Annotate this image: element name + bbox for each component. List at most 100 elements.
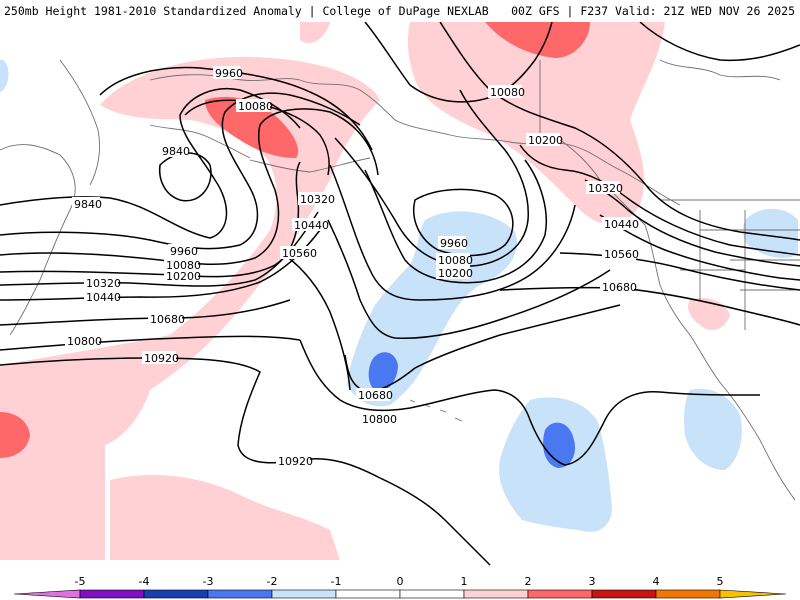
svg-text:10200: 10200 bbox=[528, 134, 563, 147]
contour-9960-alaska bbox=[99, 66, 373, 151]
svg-text:10080: 10080 bbox=[238, 100, 273, 113]
colorbar-tick: -4 bbox=[139, 575, 150, 588]
contour-label: 10080 bbox=[236, 99, 273, 113]
contour-label-group: 9960 10080 9840 9840 9960 10080 10200 10… bbox=[65, 66, 639, 468]
colorbar-swatch-pos4 bbox=[655, 589, 721, 599]
colorbar-swatch-neg5 bbox=[13, 589, 81, 599]
colorbar-swatch-pos2 bbox=[527, 589, 593, 599]
contour-10800-south bbox=[299, 339, 761, 466]
contour-10080-west bbox=[0, 108, 379, 265]
anomaly-west-edge bbox=[0, 59, 9, 92]
aleutians bbox=[249, 157, 371, 173]
svg-text:10680: 10680 bbox=[602, 281, 637, 294]
svg-text:9840: 9840 bbox=[74, 198, 102, 211]
contour-9840-west-outer bbox=[0, 88, 301, 239]
svg-text:10200: 10200 bbox=[438, 267, 473, 280]
contour-label: 9840 bbox=[72, 197, 102, 211]
colorbar-tick: 5 bbox=[717, 575, 724, 588]
svg-text:10440: 10440 bbox=[294, 219, 329, 232]
contour-label: 10200 bbox=[436, 266, 473, 280]
colorbar-tick: -2 bbox=[267, 575, 278, 588]
kamchatka bbox=[59, 59, 101, 186]
contour-10560-central bbox=[284, 254, 351, 391]
svg-text:10920: 10920 bbox=[278, 455, 313, 468]
contour-10440-center bbox=[327, 219, 611, 340]
colorbar-tick: 2 bbox=[525, 575, 532, 588]
contour-9840-west-inner bbox=[158, 152, 212, 202]
contour-label: 10440 bbox=[84, 290, 121, 304]
contour-label: 10800 bbox=[65, 334, 102, 348]
alaska-coastline bbox=[149, 74, 681, 206]
svg-text:10560: 10560 bbox=[604, 248, 639, 261]
contour-label: 10680 bbox=[356, 388, 393, 402]
contour-label: 10560 bbox=[602, 247, 639, 261]
anomaly-west-core bbox=[0, 412, 30, 458]
colorbar-tick-labels: -5 -4 -3 -2 -1 0 1 2 3 4 5 bbox=[75, 575, 724, 588]
svg-text:10080: 10080 bbox=[438, 254, 473, 267]
valid-time-label: 00Z GFS | F237 Valid: 21Z WED NOV 26 202… bbox=[511, 4, 795, 18]
colorbar-swatch-pos3 bbox=[591, 589, 657, 599]
russia-coast bbox=[0, 144, 76, 336]
alaska-peninsula bbox=[149, 124, 251, 159]
anomaly-map: 9960 10080 9840 9840 9960 10080 10200 10… bbox=[0, 22, 800, 566]
map-title: 250mb Height 1981-2010 Standardized Anom… bbox=[4, 4, 489, 18]
svg-text:10080: 10080 bbox=[166, 259, 201, 272]
contour-label: 10320 bbox=[586, 181, 623, 195]
colorbar-tick: 1 bbox=[461, 575, 468, 588]
positive-anomaly-strong bbox=[0, 22, 590, 458]
anomaly-alaska-core bbox=[205, 96, 299, 158]
colorbar-tick: -1 bbox=[331, 575, 342, 588]
contour-north-ridge bbox=[364, 22, 553, 103]
contour-10680-east bbox=[499, 286, 800, 326]
contour-label: 10200 bbox=[526, 133, 563, 147]
contour-10200-low bbox=[364, 159, 548, 284]
svg-text:9840: 9840 bbox=[162, 145, 190, 158]
contour-label: 10320 bbox=[298, 192, 335, 206]
colorbar-tick: 4 bbox=[653, 575, 660, 588]
anomaly-north-ridge bbox=[407, 22, 665, 225]
contour-label: 10560 bbox=[280, 246, 317, 260]
colorbar-tick: -5 bbox=[75, 575, 86, 588]
contour-10680-west bbox=[0, 299, 291, 326]
canada-interior bbox=[539, 59, 781, 145]
contour-label: 10680 bbox=[148, 312, 185, 326]
svg-text:10680: 10680 bbox=[358, 389, 393, 402]
contour-10800-west bbox=[0, 335, 301, 351]
contour-label: 9960 bbox=[438, 236, 468, 250]
contour-label: 10320 bbox=[84, 276, 121, 290]
contour-label: 9840 bbox=[160, 144, 190, 158]
colorbar-swatch-neg2 bbox=[207, 589, 273, 599]
contour-10080-alaska bbox=[184, 99, 330, 176]
colorbar-swatch-neg3 bbox=[143, 589, 209, 599]
contour-9960-west bbox=[0, 92, 361, 250]
contour-label: 10920 bbox=[276, 454, 313, 468]
colorbar-swatch-neutral-pos bbox=[399, 589, 465, 599]
colorbar-swatch-neg1 bbox=[271, 589, 337, 599]
contour-label: 10680 bbox=[600, 280, 637, 294]
anomaly-trough-core bbox=[368, 352, 398, 392]
colorbar-swatch-neg4 bbox=[79, 589, 145, 599]
svg-text:9960: 9960 bbox=[440, 237, 468, 250]
colorbar: -5 -4 -3 -2 -1 0 1 2 3 4 5 bbox=[13, 575, 787, 599]
svg-text:9960: 9960 bbox=[215, 67, 243, 80]
contour-10440-west bbox=[0, 229, 321, 301]
contour-label: 10200 bbox=[164, 269, 201, 283]
anomaly-california bbox=[688, 298, 730, 331]
svg-text:10080: 10080 bbox=[490, 86, 525, 99]
height-contours bbox=[0, 22, 800, 566]
us-west-coast bbox=[644, 224, 796, 501]
colorbar-swatches bbox=[13, 589, 787, 599]
contour-10560-east bbox=[559, 252, 800, 291]
svg-text:10560: 10560 bbox=[282, 247, 317, 260]
svg-text:10440: 10440 bbox=[604, 218, 639, 231]
contour-label: 10440 bbox=[292, 218, 329, 232]
svg-text:10320: 10320 bbox=[86, 277, 121, 290]
anomaly-north-core bbox=[485, 22, 590, 58]
hawaii-islands bbox=[409, 399, 463, 422]
anomaly-alaska-ridge bbox=[0, 56, 380, 561]
contour-10200-east bbox=[519, 144, 800, 256]
contour-label: 10080 bbox=[164, 258, 201, 272]
contour-10200-west bbox=[0, 161, 301, 278]
svg-text:10320: 10320 bbox=[300, 193, 335, 206]
colorbar-tick: 0 bbox=[397, 575, 404, 588]
